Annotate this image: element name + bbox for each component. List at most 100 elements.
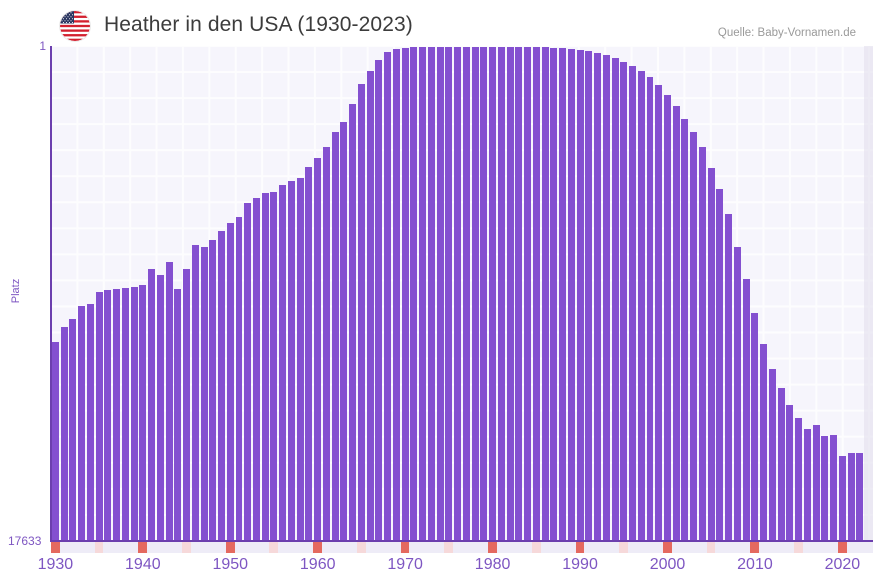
x-axis-tick-label: 1980 — [474, 556, 511, 573]
x-axis-minor-mark — [59, 542, 69, 553]
bar — [340, 121, 348, 541]
bar — [209, 239, 217, 541]
bar — [725, 214, 733, 541]
bar — [768, 368, 776, 541]
bar — [559, 47, 567, 541]
x-axis-minor-mark — [645, 542, 655, 553]
x-axis-minor-mark — [566, 542, 576, 553]
x-axis-minor-mark — [112, 542, 122, 553]
x-axis-minor-mark — [356, 542, 366, 553]
bars-container — [51, 46, 873, 541]
y-axis-top-label: 1 — [39, 39, 46, 53]
x-axis-minor-mark — [785, 542, 795, 553]
bar — [86, 303, 94, 541]
bar — [637, 71, 645, 541]
x-axis-minor-mark — [741, 542, 751, 553]
x-axis-minor-mark — [435, 542, 445, 553]
x-axis-tick-label: 2000 — [649, 556, 686, 573]
y-axis-line — [50, 46, 52, 542]
bar — [60, 327, 68, 541]
x-axis-minor-mark — [558, 542, 568, 553]
bar — [786, 405, 794, 541]
bar — [532, 47, 540, 541]
x-axis-minor-mark — [697, 542, 707, 553]
bar — [585, 51, 593, 541]
x-axis-minor-mark — [199, 542, 209, 553]
x-axis-minor-mark — [610, 542, 620, 553]
x-axis-minor-mark — [479, 542, 489, 553]
bar — [803, 429, 811, 541]
x-axis-minor-mark — [724, 542, 734, 553]
x-axis-tick-mark — [575, 542, 585, 553]
x-axis-minor-mark — [295, 542, 305, 553]
bar — [314, 158, 322, 541]
bar — [733, 246, 741, 541]
x-axis-minor-mark — [759, 542, 769, 553]
x-axis-tick-label: 1960 — [299, 556, 336, 573]
bar — [244, 203, 252, 541]
bar — [812, 424, 820, 541]
x-axis-tick-label: 2020 — [824, 556, 861, 573]
bar — [646, 76, 654, 541]
bar — [576, 49, 584, 541]
bar — [113, 288, 121, 541]
x-axis-minor-mark — [820, 542, 830, 553]
bar — [401, 47, 409, 541]
x-axis-minor-mark — [348, 542, 358, 553]
x-axis-tick-mark — [225, 542, 235, 553]
source-attribution: Quelle: Baby-Vornamen.de — [717, 27, 856, 39]
x-axis-minor-mark — [680, 542, 690, 553]
bar — [69, 318, 77, 541]
no-data-region — [864, 46, 873, 541]
x-axis-minor-mark — [365, 542, 375, 553]
bar — [716, 189, 724, 541]
x-axis-minor-mark — [523, 542, 533, 553]
bar — [270, 191, 278, 541]
bar — [104, 290, 112, 541]
x-axis-tick-mark — [488, 542, 498, 553]
x-axis-minor-mark — [243, 542, 253, 553]
x-axis-tick-label: 2010 — [737, 556, 773, 573]
bar — [620, 61, 628, 541]
x-axis-minor-mark — [260, 542, 270, 553]
x-axis-minor-mark — [461, 542, 471, 553]
bar — [200, 246, 208, 541]
x-axis-minor-mark — [514, 542, 524, 553]
x-axis-minor-mark — [217, 542, 227, 553]
chart-header: Heather in den USA (1930-2023) Quelle: B… — [0, 0, 873, 46]
bar — [436, 46, 444, 541]
bar — [279, 184, 287, 541]
bar — [707, 168, 715, 541]
bar — [672, 106, 680, 541]
bar — [698, 147, 706, 541]
x-axis-minor-mark — [776, 542, 786, 553]
bar — [664, 95, 671, 541]
bar — [506, 47, 514, 541]
bar — [253, 197, 260, 541]
bar — [480, 47, 488, 541]
bar — [156, 274, 164, 541]
x-axis-tick-mark — [837, 542, 847, 553]
x-axis-minor-mark — [671, 542, 681, 553]
bar — [95, 292, 103, 541]
bar — [489, 47, 497, 541]
bar — [602, 54, 610, 541]
bar — [183, 269, 191, 541]
x-axis-tick-mark — [750, 542, 760, 553]
bar — [471, 47, 479, 541]
bar — [305, 166, 313, 541]
bar — [427, 46, 435, 541]
bar — [357, 83, 365, 541]
bar — [497, 47, 505, 541]
x-axis-minor-mark — [444, 542, 454, 553]
x-axis-minor-mark — [767, 542, 777, 553]
x-axis-minor-mark — [496, 542, 506, 553]
x-axis-minor-mark — [864, 542, 873, 553]
x-axis-minor-mark — [330, 542, 340, 553]
bar — [847, 453, 855, 541]
x-axis-tick-mark — [400, 542, 410, 553]
x-axis-minor-mark — [593, 542, 603, 553]
x-axis-minor-mark — [689, 542, 699, 553]
x-axis-minor-mark — [732, 542, 742, 553]
